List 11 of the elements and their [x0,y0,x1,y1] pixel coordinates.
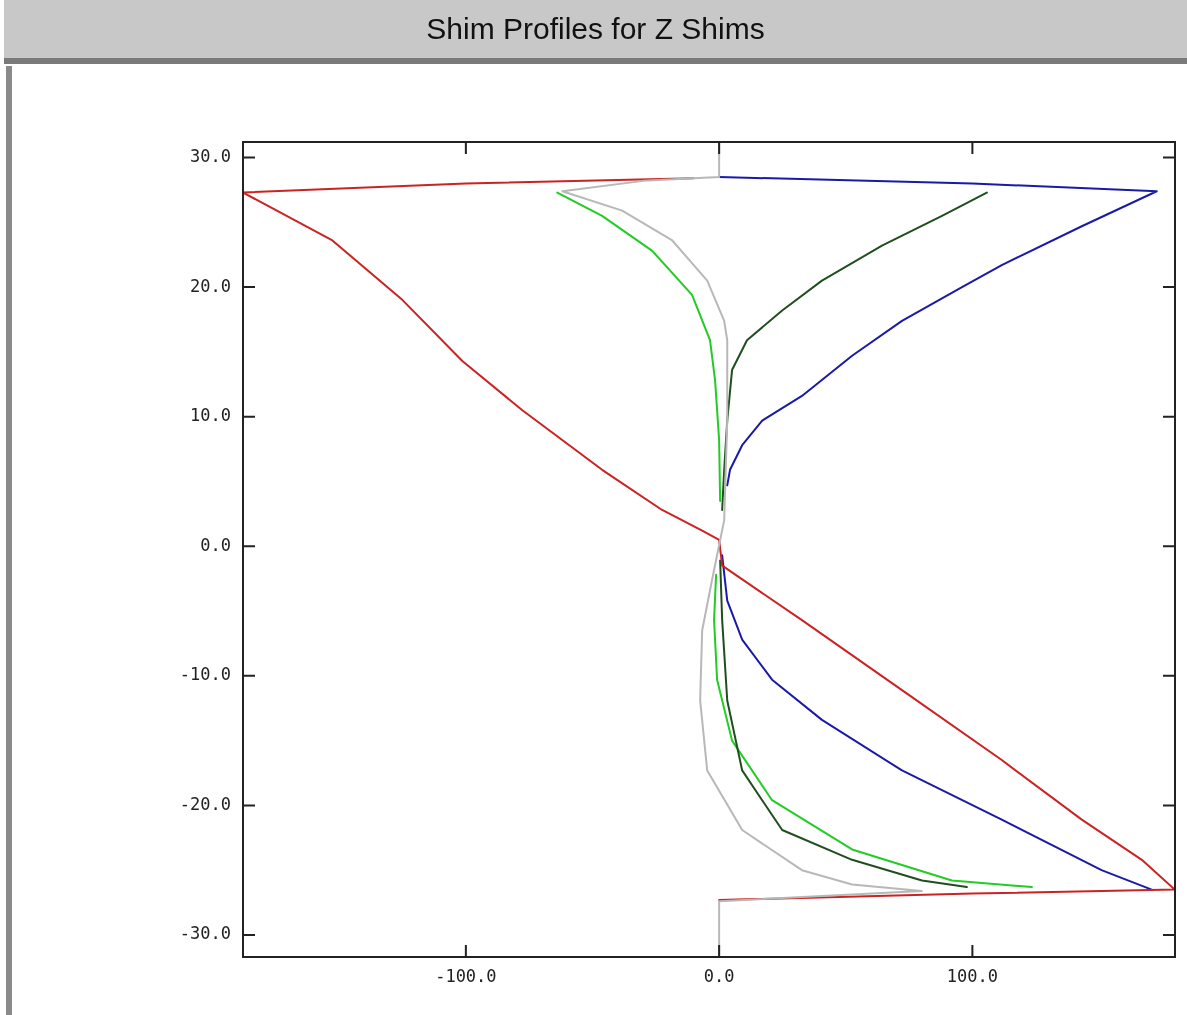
x-tick-label: 100.0 [946,965,998,986]
y-tick-label: 0.0 [200,534,231,555]
chart-title: Shim Profiles for Z Shims [4,0,1187,64]
y-tick-label: -10.0 [179,664,231,685]
x-tick-label: 0.0 [703,965,735,986]
y-tick-label: 10.0 [190,405,231,426]
y-tick-label: -20.0 [179,793,231,814]
x-tick-label: -100.0 [435,965,497,986]
y-tick-label: 30.0 [190,145,231,166]
y-tick-label: -30.0 [179,923,231,944]
y-tick-label: 20.0 [190,275,231,296]
